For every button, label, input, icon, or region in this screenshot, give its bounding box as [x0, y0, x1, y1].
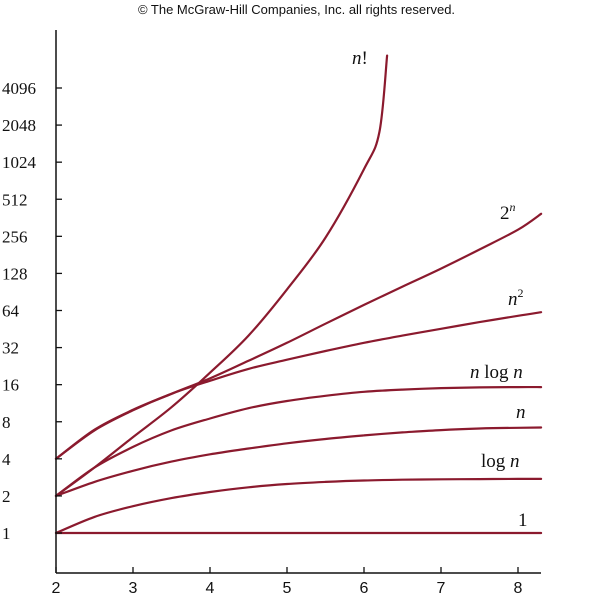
- series-label-1: log n: [481, 451, 520, 472]
- y-tick-label: 2: [2, 487, 11, 506]
- series-curves: [54, 54, 543, 535]
- series-label-6: n!: [352, 48, 368, 69]
- y-tick-label: 128: [2, 264, 28, 283]
- y-tick-label: 64: [2, 302, 20, 321]
- y-tick-label: 512: [2, 190, 28, 209]
- x-tick-label: 6: [360, 580, 369, 597]
- y-tick-label: 32: [2, 339, 19, 358]
- y-tick-label: 8: [2, 413, 11, 432]
- series-line-3: [54, 385, 543, 497]
- y-tick-label: 256: [2, 227, 28, 246]
- series-label-4: n2: [508, 286, 524, 310]
- y-tick-label: 1024: [2, 153, 37, 172]
- series-line-5: [54, 212, 543, 460]
- axes: 1 2 4 8 16 32 64 128 256 512 1024 2048 4096 2 3 4 5 6 7 8: [2, 30, 541, 597]
- x-tick-label: 4: [206, 580, 215, 597]
- series-label-2: n: [516, 402, 526, 423]
- y-tick-label: 4: [2, 450, 11, 469]
- series-line-1: [54, 477, 543, 535]
- copyright-notice: © The McGraw-Hill Companies, Inc. all ri…: [137, 2, 456, 17]
- x-tick-label: 7: [437, 580, 446, 597]
- series-label-0: 1: [518, 510, 528, 531]
- series-label-5: 2n: [500, 200, 516, 224]
- y-tick-label: 16: [2, 376, 19, 395]
- y-tick-label: 1: [2, 524, 11, 543]
- x-tick-label: 5: [283, 580, 292, 597]
- x-tick-label: 8: [514, 580, 523, 597]
- series-line-6: [54, 54, 389, 497]
- series-line-2: [54, 426, 543, 497]
- y-tick-label: 4096: [2, 79, 36, 98]
- series-line-4: [54, 311, 543, 460]
- x-tick-label: 3: [129, 580, 138, 597]
- series-label-3: n log n: [470, 362, 523, 383]
- series-labels: 1 log n n n log n n2 2n n!: [352, 48, 528, 531]
- y-tick-label: 2048: [2, 116, 36, 135]
- x-tick-label: 2: [52, 580, 61, 597]
